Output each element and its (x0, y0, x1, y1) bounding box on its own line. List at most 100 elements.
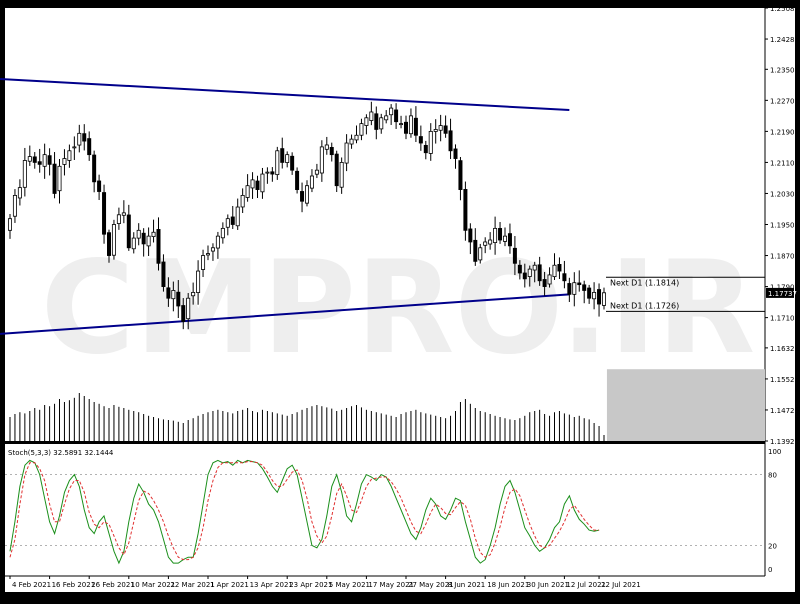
candle-24 (126, 204, 131, 251)
candle-body-63 (319, 146, 324, 174)
main-panel (5, 8, 765, 441)
price-tick-label-10: 1.17100 (770, 315, 799, 323)
candle-119 (597, 283, 602, 317)
candle-body-114 (572, 282, 577, 295)
candle-114 (572, 272, 577, 307)
candle-37 (191, 282, 196, 305)
candle-body-55 (280, 148, 285, 163)
candle-46 (235, 198, 240, 230)
candle-90 (453, 144, 458, 169)
candle-25 (131, 232, 136, 254)
candle-10 (57, 158, 62, 204)
candle-body-49 (250, 179, 255, 189)
stoch-tick-label-2: 20 (768, 542, 777, 550)
candle-body-112 (562, 273, 567, 282)
candle-body-105 (527, 268, 532, 277)
candle-body-57 (290, 155, 295, 171)
trendline-0 (0, 78, 570, 112)
price-tick-label-11: 1.16320 (770, 345, 799, 353)
candle-body-67 (339, 162, 344, 188)
candle-40 (205, 245, 210, 261)
candle-body-90 (453, 148, 458, 159)
candle-81 (408, 108, 413, 138)
candle-body-62 (314, 169, 319, 175)
candle-body-104 (522, 272, 527, 280)
candle-body-103 (517, 264, 522, 274)
current-price-box (766, 287, 794, 298)
candle-88 (443, 115, 448, 138)
time-tick-label-7: 23 Apr 2021 (289, 581, 332, 589)
candle-99 (498, 222, 503, 244)
next-d1-label-0: Next D1 (1.1814) (610, 278, 679, 287)
candle-21 (111, 219, 116, 260)
candle-77 (389, 104, 394, 125)
time-tick-label-0: 4 Feb 2021 (12, 581, 51, 589)
time-tick-label-9: 17 May 2021 (368, 581, 414, 589)
candle-body-76 (384, 115, 389, 121)
candle-body-25 (131, 237, 136, 250)
candle-body-60 (304, 185, 309, 204)
candle-body-68 (344, 142, 349, 164)
candle-body-39 (201, 255, 206, 270)
candle-43 (220, 222, 225, 244)
candle-body-7 (42, 154, 47, 167)
candle-body-12 (67, 150, 72, 161)
candle-89 (448, 118, 453, 160)
candle-body-46 (235, 206, 240, 227)
candle-117 (587, 284, 592, 304)
candle-104 (522, 263, 527, 288)
candle-body-119 (597, 289, 602, 305)
price-tick-label-4: 1.21900 (770, 128, 799, 136)
time-tick-label-2: 26 Feb 2021 (91, 581, 135, 589)
candle-body-45 (230, 216, 235, 225)
candle-body-58 (295, 170, 300, 190)
candle-body-23 (121, 212, 126, 216)
candle-84 (423, 140, 428, 160)
candle-body-20 (107, 232, 112, 256)
candle-body-3 (22, 160, 27, 188)
time-tick-label-15: 22 Jul 2021 (601, 581, 641, 589)
stoch-title: Stoch(5,3,3) 32.5891 32.1444 (8, 449, 114, 457)
candle-body-26 (136, 229, 141, 239)
candle-body-71 (359, 123, 364, 136)
candle-107 (537, 256, 542, 286)
candle-47 (240, 188, 245, 213)
candle-body-19 (102, 192, 107, 235)
trendline-1 (0, 293, 570, 335)
candle-87 (438, 114, 443, 142)
candle-50 (255, 175, 260, 199)
candle-body-99 (498, 228, 503, 241)
candle-body-75 (379, 117, 384, 130)
candle-body-118 (592, 291, 597, 300)
candle-22 (116, 207, 121, 230)
candle-109 (547, 267, 552, 288)
time-tick-label-6: 13 Apr 2021 (250, 581, 293, 589)
stoch-tick-label-3: 0 (768, 566, 772, 574)
candle-100 (502, 227, 507, 247)
candle-body-43 (220, 227, 225, 239)
candle-body-52 (265, 171, 270, 174)
candle-body-29 (151, 231, 156, 238)
candle-14 (77, 124, 82, 153)
time-tick-label-5: 1 Apr 2021 (210, 581, 249, 589)
candle-5 (32, 152, 37, 169)
candle-body-61 (309, 175, 314, 189)
candle-body-36 (186, 297, 191, 320)
candle-98 (493, 216, 498, 255)
candle-96 (483, 237, 488, 254)
candle-body-120 (602, 292, 607, 306)
stochastic-panel (5, 444, 765, 576)
candle-23 (121, 200, 126, 224)
candle-83 (418, 125, 423, 151)
candle-body-24 (126, 214, 131, 249)
candle-26 (136, 223, 141, 246)
candle-73 (369, 101, 374, 126)
price-tick-label-8: 1.18700 (770, 253, 799, 261)
candle-body-40 (205, 253, 210, 256)
candle-9 (52, 152, 57, 199)
candle-95 (478, 243, 483, 264)
stoch-series-main (9, 459, 600, 565)
candle-61 (309, 169, 314, 193)
